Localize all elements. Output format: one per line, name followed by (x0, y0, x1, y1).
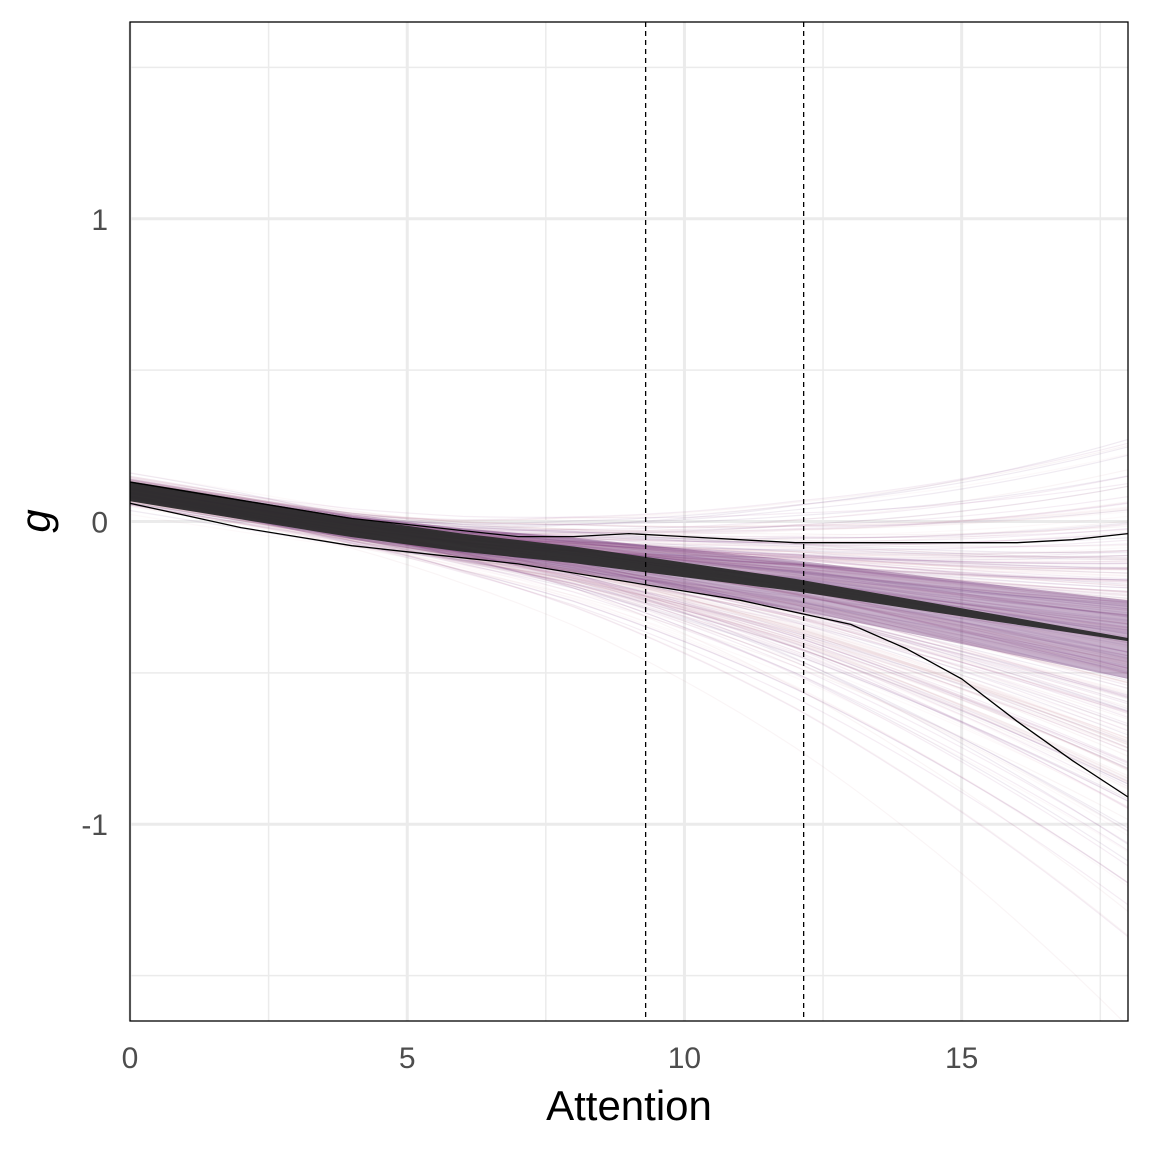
y-tick-label: -1 (81, 809, 108, 842)
posterior-draw-line (130, 479, 1128, 635)
x-tick-label: 10 (668, 1042, 701, 1075)
core-density-band (130, 481, 1128, 642)
posterior-draw-line (130, 504, 1128, 559)
posterior-draw-line (130, 501, 1128, 808)
posterior-draw-line (130, 498, 1128, 791)
posterior-draw-line (130, 480, 1128, 527)
posterior-draw-line (130, 480, 1128, 528)
posterior-draw-line (130, 479, 1128, 618)
reference-lines (644, 22, 805, 1021)
posterior-draw-line (130, 497, 1128, 884)
posterior-draw-line (130, 499, 1128, 853)
core-band (130, 481, 1128, 679)
posterior-draw-line (130, 478, 1128, 609)
panel-border (129, 21, 1129, 1022)
x-tick-label: 5 (399, 1042, 416, 1075)
posterior-draw-line (130, 503, 1128, 821)
posterior-draw-line (130, 480, 1128, 561)
posterior-draw-line (130, 497, 1128, 906)
posterior-draw-line (130, 499, 1128, 764)
posterior-draw-line (130, 500, 1128, 703)
posterior-draw-line (130, 478, 1128, 559)
posterior-draw-line (130, 509, 1128, 640)
posterior-draw-line (130, 480, 1128, 554)
posterior-draw-line (130, 504, 1128, 713)
posterior-draw-line (130, 497, 1124, 1021)
posterior-draw-line (130, 502, 1128, 561)
posterior-draw-line (130, 500, 1128, 749)
posterior-draw-line (130, 479, 1128, 631)
posterior-draw-line (130, 472, 1128, 845)
x-tick-label: 15 (945, 1042, 978, 1075)
lower-envelope-line (130, 502, 1128, 798)
x-axis-title: Attention (546, 1082, 712, 1129)
y-tick-labels: -1 0 1 (81, 204, 108, 842)
x-tick-labels: 0 5 10 15 (122, 1042, 979, 1075)
posterior-draw-line (130, 477, 1128, 519)
x-tick-label: 0 (122, 1042, 139, 1075)
posterior-draw-line (130, 500, 1128, 663)
posterior-draw-line (130, 482, 1128, 536)
posterior-draw-line (130, 497, 1128, 884)
posterior-draw-line (130, 503, 1128, 662)
posterior-draw-line (130, 505, 1128, 750)
posterior-draw-line (130, 502, 1128, 669)
posterior-draw-line (130, 480, 1128, 528)
upper-envelope-line (130, 481, 1128, 544)
posterior-draw-line (130, 501, 1128, 683)
posterior-draw-line (130, 498, 1128, 800)
posterior-draw-line (130, 480, 1128, 529)
posterior-draw-line (130, 500, 1128, 739)
posterior-draw-line (130, 479, 1128, 604)
y-tick-label: 0 (91, 507, 108, 540)
posterior-draw-line (130, 500, 1128, 743)
posterior-draw-line (130, 478, 1128, 602)
y-axis-title: g (12, 509, 59, 532)
posterior-draw-line (130, 501, 1128, 739)
y-tick-label: 1 (91, 204, 108, 237)
posterior-draw-line (130, 503, 1128, 697)
envelope-lines (130, 481, 1128, 798)
posterior-draw-line (130, 479, 1128, 528)
